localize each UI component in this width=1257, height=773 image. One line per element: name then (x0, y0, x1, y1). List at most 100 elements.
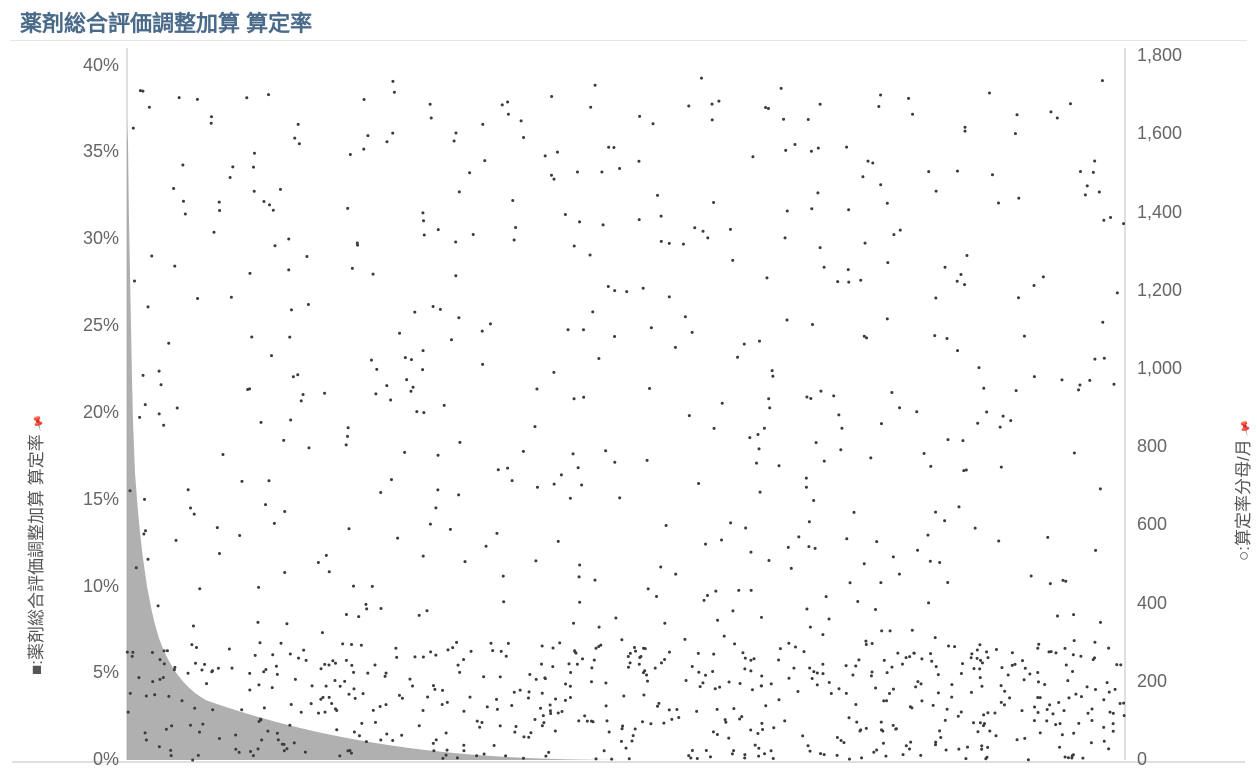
scatter-point (859, 728, 862, 731)
scatter-point (939, 736, 942, 739)
scatter-point (496, 708, 499, 711)
scatter-point (743, 756, 746, 759)
scatter-point (630, 740, 633, 743)
scatter-point (173, 668, 176, 671)
scatter-point (1030, 574, 1033, 577)
scatter-point (346, 207, 349, 210)
scatter-point (135, 566, 138, 569)
scatter-point (828, 617, 831, 620)
scatter-point (970, 652, 973, 655)
scatter-point (260, 421, 263, 424)
scatter-point (642, 671, 645, 674)
scatter-point (807, 545, 810, 548)
scatter-point (264, 503, 267, 506)
scatter-point (757, 755, 760, 758)
scatter-point (432, 749, 435, 752)
scatter-point (958, 505, 961, 508)
scatter-point (589, 254, 592, 257)
scatter-point (786, 209, 789, 212)
scatter-point (602, 223, 605, 226)
scatter-point (564, 682, 567, 685)
scatter-point (713, 427, 716, 430)
scatter-point (557, 540, 560, 543)
scatter-point (966, 746, 969, 749)
scatter-point (649, 722, 652, 725)
scatter-point (354, 697, 357, 700)
scatter-point (432, 684, 435, 687)
scatter-point (1116, 291, 1119, 294)
scatter-point (634, 727, 637, 730)
scatter-point (797, 535, 800, 538)
scatter-point (840, 739, 843, 742)
scatter-point (144, 403, 147, 406)
scatter-point (201, 723, 204, 726)
scatter-point (1067, 696, 1070, 699)
scatter-point (283, 571, 286, 574)
scatter-point (330, 702, 333, 705)
scatter-point (564, 699, 567, 702)
scatter-point (956, 280, 959, 283)
scatter-point (357, 615, 360, 618)
scatter-point (886, 202, 889, 205)
scatter-point (221, 453, 224, 456)
scatter-point (282, 439, 285, 442)
scatter-point (886, 317, 889, 320)
scatter-point (771, 369, 774, 372)
scatter-point (642, 694, 645, 697)
scatter-point (864, 640, 867, 643)
scatter-point (961, 662, 964, 665)
scatter-point (699, 685, 702, 688)
scatter-point (779, 647, 782, 650)
scatter-point (281, 743, 284, 746)
scatter-point (744, 526, 747, 529)
scatter-point (287, 238, 290, 241)
scatter-point (605, 704, 608, 707)
scatter-point (426, 609, 429, 612)
scatter-point (962, 469, 965, 472)
scatter-point (959, 273, 962, 276)
scatter-point (856, 600, 859, 603)
scatter-point (196, 98, 199, 101)
scatter-point (782, 118, 785, 121)
scatter-point (756, 732, 759, 735)
scatter-point (732, 749, 735, 752)
scatter-point (760, 616, 763, 619)
scatter-point (760, 722, 763, 725)
scatter-point (408, 678, 411, 681)
scatter-point (697, 671, 700, 674)
scatter-point (691, 665, 694, 668)
scatter-point (129, 692, 132, 695)
scatter-point (491, 649, 494, 652)
scatter-point (787, 546, 790, 549)
scatter-point (317, 712, 320, 715)
scatter-point (625, 747, 628, 750)
scatter-point (398, 694, 401, 697)
scatter-point (646, 459, 649, 462)
scatter-point (211, 669, 214, 672)
scatter-point (861, 175, 864, 178)
scatter-point (505, 655, 508, 658)
scatter-point (441, 703, 444, 706)
scatter-point (1092, 658, 1095, 661)
scatter-point (544, 154, 547, 157)
scatter-point (457, 316, 460, 319)
scatter-point (927, 601, 930, 604)
scatter-point (132, 127, 135, 130)
scatter-point (385, 140, 388, 143)
scatter-point (892, 688, 895, 691)
scatter-point (334, 662, 337, 665)
scatter-point (1112, 712, 1115, 715)
scatter-point (767, 397, 770, 400)
scatter-point (711, 118, 714, 121)
scatter-point (189, 506, 192, 509)
scatter-point (1046, 708, 1049, 711)
scatter-point (915, 410, 918, 413)
scatter-point (727, 737, 730, 740)
scatter-point (711, 670, 714, 673)
y-left-tick: 5% (93, 662, 119, 683)
scatter-point (277, 738, 280, 741)
scatter-point (811, 323, 814, 326)
scatter-point (870, 674, 873, 677)
scatter-point (422, 219, 425, 222)
scatter-point (305, 255, 308, 258)
